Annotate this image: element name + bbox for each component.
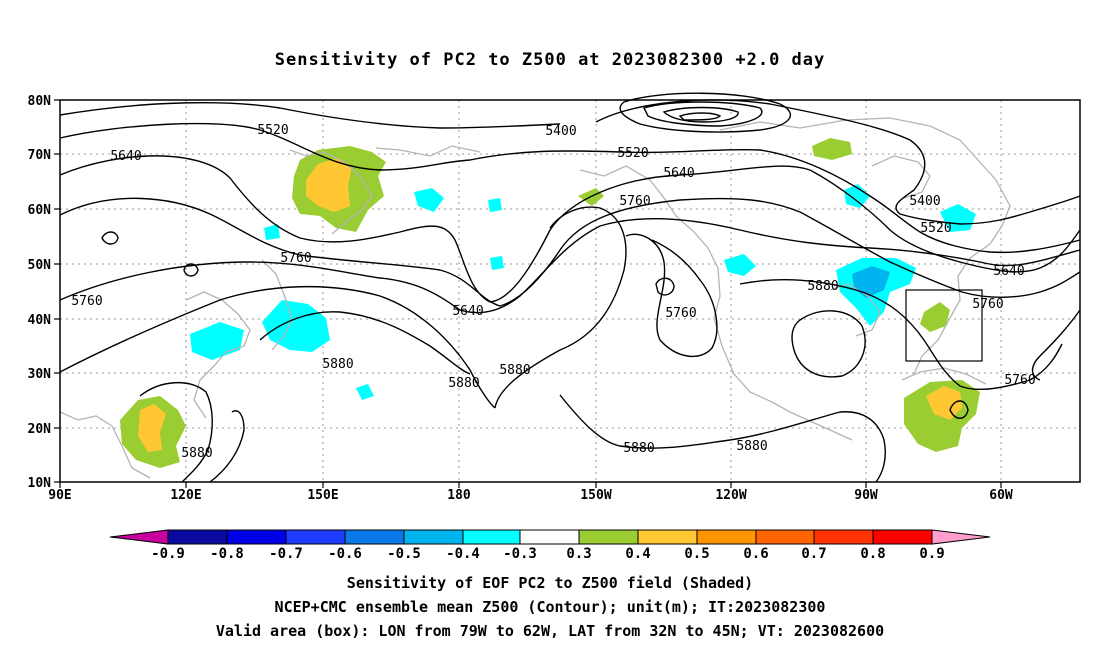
negative-patch-small-2 <box>490 256 504 270</box>
colorbar-swatch <box>519 529 580 545</box>
lat-label: 10N <box>28 476 52 491</box>
contour-label: 5520 <box>617 146 648 161</box>
lat-label: 80N <box>28 94 52 109</box>
lon-label: 150W <box>580 488 611 503</box>
caption-line-3: Valid area (box): LON from 79W to 62W, L… <box>215 622 885 640</box>
caption-line-2: NCEP+CMC ensemble mean Z500 (Contour); u… <box>274 598 826 616</box>
colorbar-label: -0.6 <box>328 546 362 562</box>
gridlines <box>60 100 1080 482</box>
colorbar-swatch <box>344 529 405 545</box>
colorbar-label: 0.4 <box>625 546 650 562</box>
negative-patch-gulf-alaska <box>724 254 756 276</box>
contour-label: 5760 <box>280 251 311 266</box>
colorbar-label: 0.7 <box>801 546 826 562</box>
colorbar-low-arrow <box>109 529 169 545</box>
negative-patch-labrador <box>940 204 976 232</box>
colorbar-swatch <box>226 529 287 545</box>
lon-label: 90W <box>854 488 878 503</box>
colorbar <box>109 529 991 545</box>
contour-label: 5880 <box>499 363 530 378</box>
colorbar-label: 0.9 <box>919 546 944 562</box>
negative-patch-small-3 <box>488 198 502 212</box>
colorbar-labels: -0.9 -0.8 -0.7 -0.6 -0.5 -0.4 -0.3 0.3 0… <box>151 546 945 562</box>
colorbar-swatch <box>578 529 639 545</box>
colorbar-label: 0.3 <box>566 546 591 562</box>
colorbar-label: 0.5 <box>684 546 709 562</box>
positive-core-caribbean <box>926 386 962 420</box>
contour-label: 5760 <box>619 194 650 209</box>
negative-patch-small-1 <box>356 384 374 400</box>
negative-patch-npac <box>414 188 444 212</box>
colorbar-label: -0.7 <box>269 546 303 562</box>
contour-label: 5880 <box>181 446 212 461</box>
contour-label: 5640 <box>110 149 141 164</box>
colorbar-label: 0.6 <box>743 546 768 562</box>
latitude-labels: 80N 70N 60N 50N 40N 30N 20N 10N <box>28 94 52 491</box>
positive-core-scs <box>138 404 166 452</box>
contour-label: 5880 <box>448 376 479 391</box>
contour-label: 5640 <box>663 166 694 181</box>
lat-label: 40N <box>28 313 52 328</box>
contour-label: 5760 <box>1004 373 1035 388</box>
colorbar-swatch <box>755 529 815 545</box>
colorbar-swatch <box>403 529 464 545</box>
contour-label: 5880 <box>623 441 654 456</box>
contour-label: 5400 <box>909 194 940 209</box>
contour-label: 5520 <box>257 123 288 138</box>
contour-label: 5400 <box>545 124 576 139</box>
colorbar-swatch <box>637 529 698 545</box>
contour-label: 5520 <box>920 221 951 236</box>
colorbar-swatch <box>872 529 933 545</box>
contour-label: 5760 <box>972 297 1003 312</box>
tick-marks <box>54 99 1002 488</box>
lon-label: 120E <box>170 488 201 503</box>
chart-title: Sensitivity of PC2 to Z500 at 2023082300… <box>274 50 826 70</box>
contour-labels: 5520 5400 5520 5640 5640 5760 5400 5520 … <box>71 123 1035 461</box>
colorbar-label: -0.9 <box>151 546 185 562</box>
colorbar-label: -0.3 <box>503 546 537 562</box>
caption-line-1: Sensitivity of EOF PC2 to Z500 field (Sh… <box>346 574 754 592</box>
colorbar-label: 0.8 <box>860 546 885 562</box>
colorbar-label: -0.5 <box>387 546 421 562</box>
lat-label: 60N <box>28 203 52 218</box>
lat-label: 70N <box>28 148 52 163</box>
valid-area-box <box>905 289 983 362</box>
colorbar-swatch <box>167 529 228 545</box>
contour-label: 5880 <box>807 279 838 294</box>
positive-patch-arctic <box>812 138 852 160</box>
lon-label: 90E <box>48 488 71 503</box>
contour-label: 5640 <box>993 264 1024 279</box>
negative-core-hudson <box>852 266 890 298</box>
map-frame <box>59 99 1081 483</box>
positive-core-kamchatka <box>306 158 352 212</box>
colorbar-high-arrow <box>931 529 991 545</box>
negative-patch-baffin <box>844 184 870 208</box>
colorbar-swatch <box>696 529 757 545</box>
negative-patch-small-4 <box>264 224 280 240</box>
lon-label: 180 <box>447 488 471 503</box>
lat-label: 20N <box>28 422 52 437</box>
contour-label: 5640 <box>452 304 483 319</box>
colorbar-label: -0.4 <box>446 546 480 562</box>
z500-contours <box>59 92 1081 483</box>
sensitivity-shading <box>120 138 980 468</box>
negative-patch-japan <box>262 300 330 352</box>
lon-label: 120W <box>715 488 746 503</box>
lon-label: 60W <box>989 488 1013 503</box>
contour-label: 5760 <box>71 294 102 309</box>
contour-label: 5880 <box>736 439 767 454</box>
lat-label: 30N <box>28 367 52 382</box>
contour-label: 5760 <box>665 306 696 321</box>
negative-patch-westpac <box>190 322 244 360</box>
colorbar-label: -0.8 <box>210 546 244 562</box>
lat-label: 50N <box>28 258 52 273</box>
lon-label: 150E <box>307 488 338 503</box>
colorbar-swatch <box>462 529 521 545</box>
contour-label: 5880 <box>322 357 353 372</box>
positive-patch-box <box>920 302 950 332</box>
colorbar-swatch <box>285 529 346 545</box>
colorbar-swatch <box>813 529 874 545</box>
longitude-labels: 90E 120E 150E 180 150W 120W 90W 60W <box>48 488 1013 503</box>
